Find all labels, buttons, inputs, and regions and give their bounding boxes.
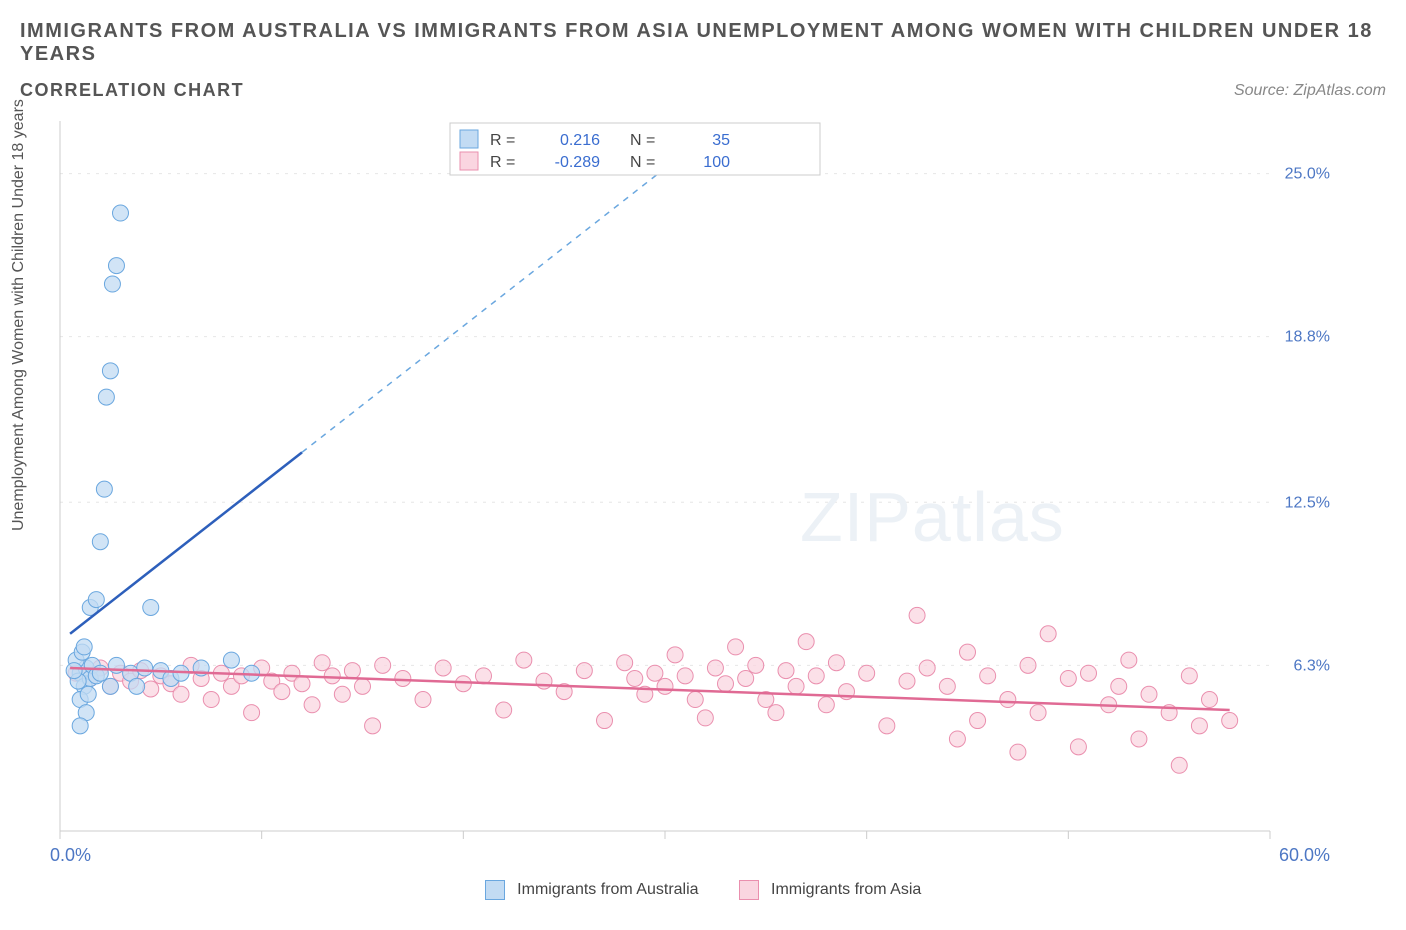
legend-swatch-australia [485, 880, 505, 900]
svg-text:0.216: 0.216 [560, 132, 600, 149]
svg-text:25.0%: 25.0% [1285, 166, 1330, 183]
correlation-chart: 6.3% 12.5% 18.8% 25.0% 0.0% 60.0% ZIPatlas R = 0… [20, 111, 1340, 871]
legend-label-asia: Immigrants from Asia [771, 881, 921, 898]
legend-item-australia: Immigrants from Australia [485, 880, 699, 900]
svg-text:0.0%: 0.0% [50, 845, 91, 865]
svg-text:R =: R = [490, 132, 515, 149]
page-title: IMMIGRANTS FROM AUSTRALIA VS IMMIGRANTS … [20, 20, 1386, 66]
y-axis-label: Unemployment Among Women with Children U… [10, 99, 28, 531]
source-label: Source: ZipAtlas.com [1234, 82, 1386, 100]
page-subtitle: CORRELATION CHART [20, 80, 244, 101]
legend-label-australia: Immigrants from Australia [517, 881, 698, 898]
svg-text:35: 35 [712, 132, 730, 149]
svg-text:ZIPatlas: ZIPatlas [800, 478, 1065, 556]
svg-text:18.8%: 18.8% [1285, 329, 1330, 346]
svg-text:12.5%: 12.5% [1285, 494, 1330, 511]
legend-item-asia: Immigrants from Asia [739, 880, 922, 900]
svg-text:N =: N = [630, 132, 655, 149]
svg-text:N =: N = [630, 154, 655, 171]
svg-text:R =: R = [490, 154, 515, 171]
svg-text:60.0%: 60.0% [1279, 845, 1330, 865]
svg-text:-0.289: -0.289 [555, 154, 600, 171]
bottom-legend: Immigrants from Australia Immigrants fro… [0, 880, 1406, 900]
legend-swatch-asia [739, 880, 759, 900]
svg-text:100: 100 [703, 154, 730, 171]
svg-text:6.3%: 6.3% [1294, 657, 1330, 674]
